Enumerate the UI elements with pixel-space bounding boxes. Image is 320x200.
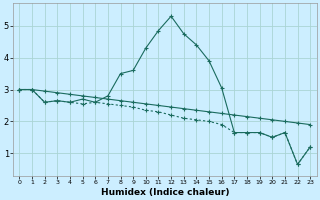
X-axis label: Humidex (Indice chaleur): Humidex (Indice chaleur) [100, 188, 229, 197]
